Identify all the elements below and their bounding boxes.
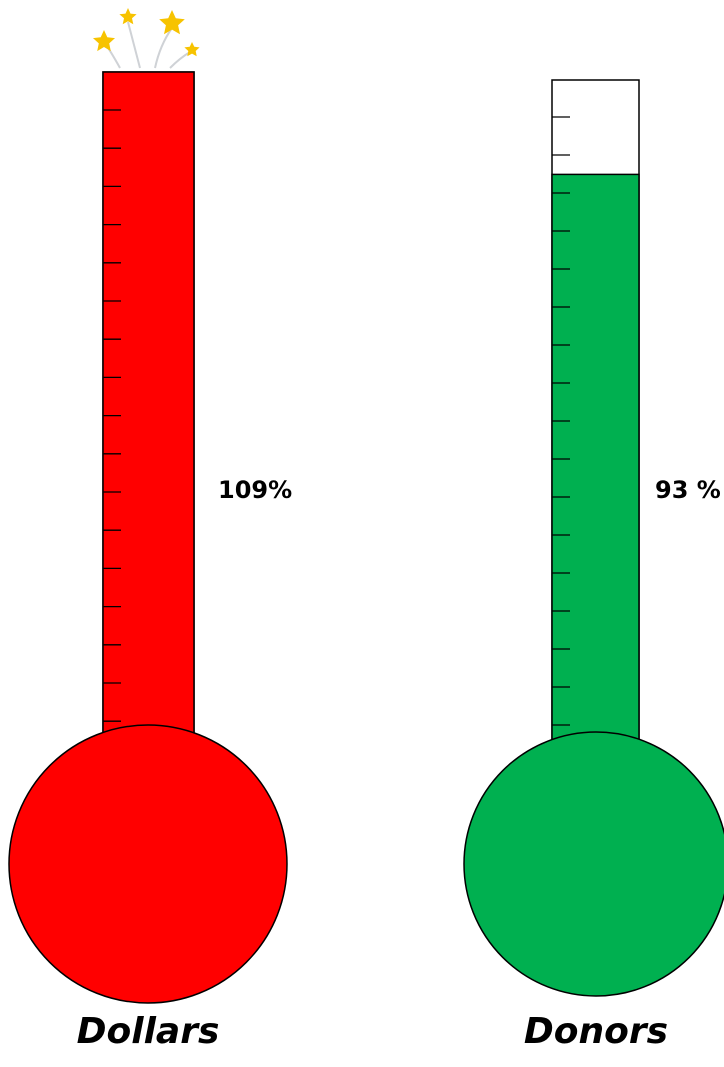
- thermometer-fill-dollars: [102, 71, 195, 753]
- star-icon: [119, 8, 137, 25]
- thermometer-bulb-dollars: [8, 724, 288, 1004]
- stars-burst-icon: [93, 8, 200, 69]
- category-label-donors: Donors: [524, 1011, 668, 1052]
- thermometer-fill-donors: [551, 173, 640, 761]
- thermometer-donors: 93 % Donors: [463, 79, 724, 1052]
- thermometer-bulb-donors: [463, 731, 724, 997]
- thermometer-ticks-dollars: [103, 109, 121, 722]
- thermometer-ticks-donors: [552, 116, 570, 726]
- star-icon: [93, 30, 115, 52]
- percent-label-donors: 93 %: [655, 476, 721, 504]
- star-icon: [159, 10, 185, 35]
- star-icon: [184, 42, 200, 57]
- thermometer-dollars: 109% Dollars: [8, 8, 292, 1052]
- category-label-dollars: Dollars: [77, 1011, 220, 1052]
- percent-label-dollars: 109%: [218, 476, 292, 504]
